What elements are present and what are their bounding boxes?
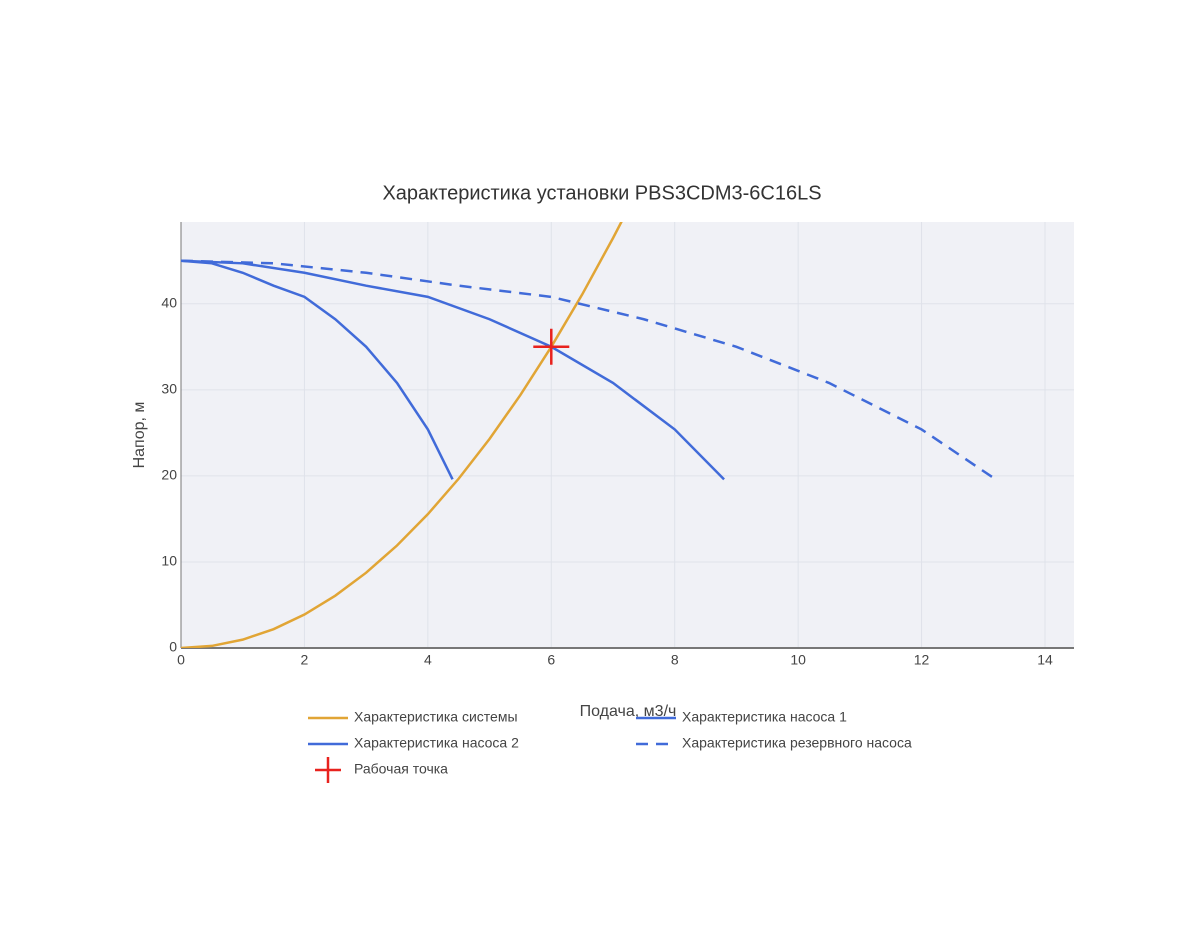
x-tick-label: 2 xyxy=(301,652,309,668)
x-tick-label: 8 xyxy=(671,652,679,668)
legend: Характеристика системы Характеристика нас… xyxy=(308,709,912,783)
marker xyxy=(533,328,570,365)
x-tick-label: 6 xyxy=(547,652,555,668)
y-tick-label: 30 xyxy=(161,381,177,397)
legend-label: Рабочая точка xyxy=(354,761,448,777)
x-tick-label: 14 xyxy=(1037,652,1053,668)
legend-label: Характеристика резервного насоса xyxy=(682,735,912,751)
legend-symbol xyxy=(315,757,341,783)
series-line xyxy=(181,259,454,480)
y-tick-label: 20 xyxy=(161,467,177,483)
x-axis-title: Подача, м3/ч xyxy=(580,703,677,720)
x-tick-label: 10 xyxy=(790,652,806,668)
cross-shape xyxy=(533,328,570,365)
y-tick-label: 10 xyxy=(161,553,177,569)
series-group xyxy=(181,222,997,648)
series-line xyxy=(181,222,623,648)
legend-label: Характеристика насоса 1 xyxy=(682,709,847,725)
plot-area xyxy=(181,222,1074,648)
legend-label: Характеристика системы xyxy=(354,709,518,725)
legend-label: Характеристика насоса 2 xyxy=(354,735,519,751)
y-tick-label: 40 xyxy=(161,294,177,310)
x-tick-label: 0 xyxy=(177,652,185,668)
chart-title: Характеристика установки PBS3CDM3-6C16LS xyxy=(382,182,821,204)
y-tick-label: 0 xyxy=(169,639,177,655)
x-tick-label: 4 xyxy=(424,652,432,668)
series-line xyxy=(181,259,725,481)
y-axis-title: Напор, м xyxy=(131,402,148,469)
grid: 0 2 4 6 8 10 12 14 0 10 20 30 40 xyxy=(161,222,1074,668)
x-tick-label: 12 xyxy=(914,652,930,668)
cross-shape xyxy=(315,757,341,783)
